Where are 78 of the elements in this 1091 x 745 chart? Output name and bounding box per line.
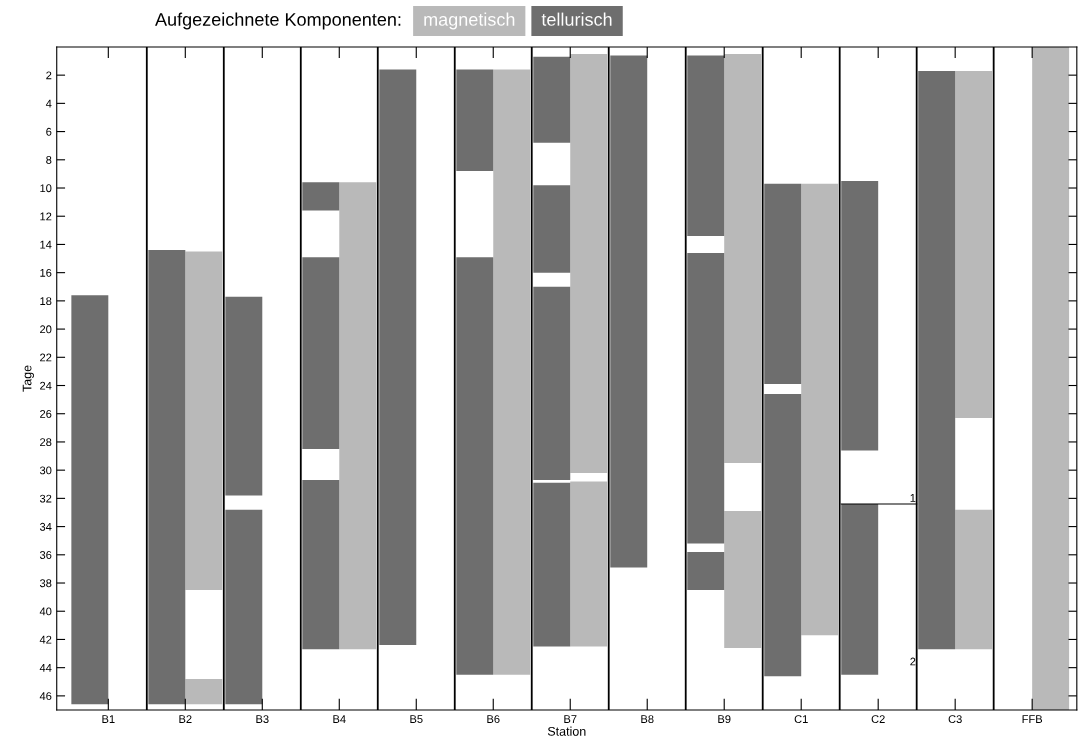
x-tick-label: C2 — [871, 715, 885, 724]
bar — [339, 182, 377, 650]
y-tick-label: 22 — [40, 353, 52, 362]
x-tick-label: C3 — [948, 715, 962, 724]
y-tick-label: 44 — [39, 664, 52, 672]
bar — [724, 511, 762, 648]
bar — [764, 393, 802, 677]
bar — [687, 252, 725, 544]
text: magnetisch — [424, 12, 515, 30]
legend-title: Aufgezeichnete Komponenten: — [155, 12, 401, 30]
annotation: 2 — [910, 657, 916, 666]
annotation: 1 — [910, 494, 916, 502]
y-axis-title: Tage — [22, 365, 34, 392]
y-tick-label: 20 — [40, 325, 52, 334]
bar — [570, 53, 608, 473]
bar — [687, 55, 725, 236]
x-tick-label: B8 — [641, 715, 654, 724]
y-tick-label: 16 — [40, 268, 52, 277]
bar — [841, 180, 879, 451]
x-tick-label: FFB — [1022, 715, 1043, 723]
y-tick-label: 10 — [40, 184, 52, 193]
bar — [185, 251, 223, 591]
y-tick-label: 6 — [46, 127, 52, 136]
x-tick-label: B2 — [179, 715, 192, 723]
bar — [764, 183, 802, 385]
y-tick-label: 28 — [40, 438, 52, 447]
y-tick-label: 46 — [39, 692, 52, 701]
y-tick-label: 26 — [40, 410, 52, 418]
y-tick-label: 40 — [39, 607, 52, 616]
bar — [225, 296, 263, 496]
y-tick-label: 2 — [46, 71, 52, 80]
y-tick-label: 36 — [39, 551, 52, 559]
y-tick-label: 24 — [40, 381, 52, 390]
bar — [801, 183, 839, 636]
bar — [918, 70, 956, 650]
bar — [610, 55, 648, 568]
x-tick-label: B9 — [718, 715, 731, 724]
y-tick-label: 34 — [39, 522, 52, 531]
x-tick-label: B1 — [102, 715, 115, 723]
x-tick-label: B4 — [333, 715, 346, 723]
y-tick-label: 14 — [40, 240, 52, 249]
bar — [570, 481, 608, 647]
bar — [302, 480, 340, 650]
bar — [302, 182, 340, 211]
bar — [71, 295, 109, 705]
bar — [955, 70, 993, 418]
bar — [533, 482, 571, 647]
x-tick-label: B3 — [256, 715, 269, 724]
bar — [185, 678, 223, 705]
bar — [493, 69, 531, 675]
bar — [533, 56, 571, 143]
bar — [302, 257, 340, 449]
x-tick-label: B5 — [410, 715, 423, 724]
bar — [379, 69, 417, 646]
x-tick-label: B6 — [487, 715, 500, 724]
bar — [225, 509, 263, 705]
bar — [687, 551, 725, 591]
series-label: tellurisch — [541, 12, 612, 26]
y-tick-label: 30 — [39, 466, 52, 475]
bar — [1032, 46, 1070, 710]
bar — [533, 185, 571, 273]
x-tick-label: C1 — [794, 715, 808, 724]
y-tick-label: 18 — [40, 297, 52, 305]
bar — [955, 509, 993, 650]
y-tick-label: 38 — [39, 579, 52, 588]
y-tick-label: 8 — [46, 156, 52, 164]
y-tick-label: 4 — [45, 99, 52, 108]
bar — [456, 69, 494, 172]
y-tick-label: 12 — [40, 212, 52, 221]
y-tick-label: 42 — [39, 635, 52, 644]
x-tick-label: B7 — [564, 715, 577, 723]
bar — [533, 286, 571, 481]
bar — [841, 504, 879, 675]
bar — [724, 53, 762, 464]
bar — [148, 250, 186, 705]
y-tick-label: 32 — [39, 494, 52, 503]
x-axis-title: Station — [547, 726, 586, 736]
bar — [456, 257, 494, 675]
